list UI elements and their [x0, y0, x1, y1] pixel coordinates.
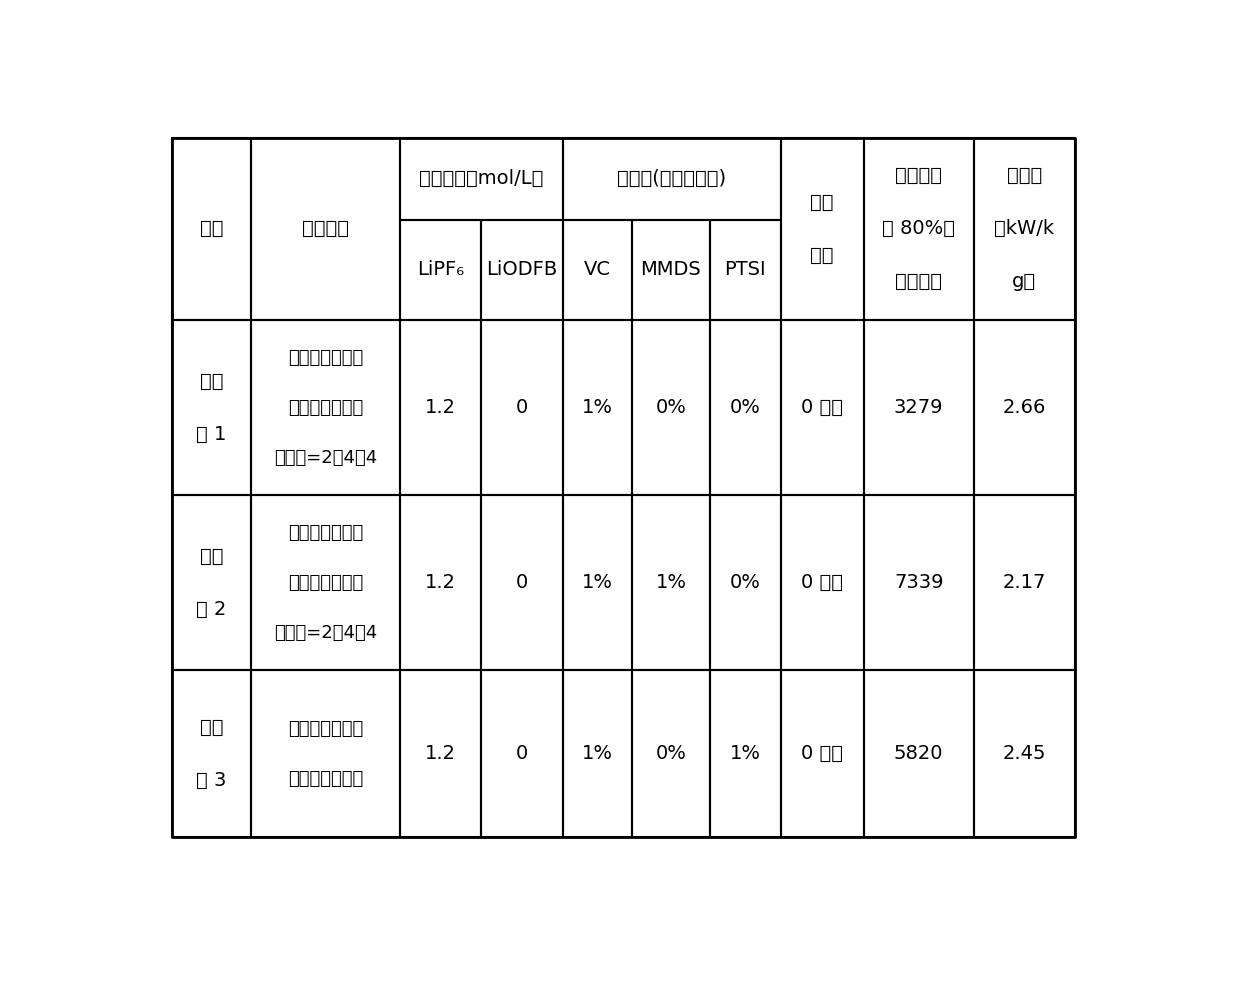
Text: 0 小时: 0 小时	[802, 573, 844, 592]
Text: 1.2: 1.2	[425, 398, 456, 417]
Text: 1%: 1%	[655, 573, 686, 592]
Text: 添加剂(质量百分数): 添加剂(质量百分数)	[617, 169, 726, 188]
Text: 容量保持

率 80%时

循环周数: 容量保持 率 80%时 循环周数	[882, 166, 955, 291]
Text: 锂盐浓度（mol/L）: 锂盐浓度（mol/L）	[419, 169, 544, 188]
Text: MMDS: MMDS	[641, 261, 701, 280]
Text: LiPF₆: LiPF₆	[418, 261, 465, 280]
Text: 碳酸丙烯酯：碳

酸二甲酯：碳酸

甲乙酯=2：4：4: 碳酸丙烯酯：碳 酸二甲酯：碳酸 甲乙酯=2：4：4	[274, 349, 377, 466]
Text: 碳酸丙烯酯：碳

酸二甲酯：碳酸

甲乙酯=2：4：4: 碳酸丙烯酯：碳 酸二甲酯：碳酸 甲乙酯=2：4：4	[274, 524, 377, 641]
Text: 7339: 7339	[895, 573, 943, 592]
Text: 0%: 0%	[655, 744, 686, 764]
Text: 比功率

（kW/k

g）: 比功率 （kW/k g）	[994, 166, 1054, 291]
Text: 对比

例 3: 对比 例 3	[196, 718, 227, 789]
Text: 0%: 0%	[730, 573, 761, 592]
Text: 0: 0	[515, 744, 528, 764]
Text: 0: 0	[515, 398, 528, 417]
Text: 2.45: 2.45	[1002, 744, 1046, 764]
Text: 1.2: 1.2	[425, 573, 456, 592]
Text: 2.66: 2.66	[1002, 398, 1046, 417]
Text: 0: 0	[515, 573, 528, 592]
Text: LiODFB: LiODFB	[487, 261, 558, 280]
Text: 溶剂配比: 溶剂配比	[302, 219, 349, 238]
Text: 碳酸丙烯酯：碳

酸二甲酯：碳酸: 碳酸丙烯酯：碳 酸二甲酯：碳酸	[287, 720, 363, 787]
Text: VC: VC	[584, 261, 611, 280]
Text: 1.2: 1.2	[425, 744, 456, 764]
Text: 1%: 1%	[582, 573, 613, 592]
Text: 2.17: 2.17	[1002, 573, 1046, 592]
Text: 编号: 编号	[199, 219, 223, 238]
Text: 5820: 5820	[895, 744, 943, 764]
Text: 对比

例 1: 对比 例 1	[196, 371, 227, 444]
Text: 0%: 0%	[730, 398, 761, 417]
Text: 对比

例 2: 对比 例 2	[196, 546, 227, 618]
Text: 1%: 1%	[582, 744, 613, 764]
Text: PTSI: PTSI	[725, 261, 766, 280]
Text: 1%: 1%	[730, 744, 761, 764]
Text: 3279: 3279	[895, 398, 943, 417]
Text: 存储

时间: 存储 时间	[810, 193, 834, 265]
Text: 1%: 1%	[582, 398, 613, 417]
Text: 0 小时: 0 小时	[802, 744, 844, 764]
Text: 0%: 0%	[655, 398, 686, 417]
Text: 0 小时: 0 小时	[802, 398, 844, 417]
